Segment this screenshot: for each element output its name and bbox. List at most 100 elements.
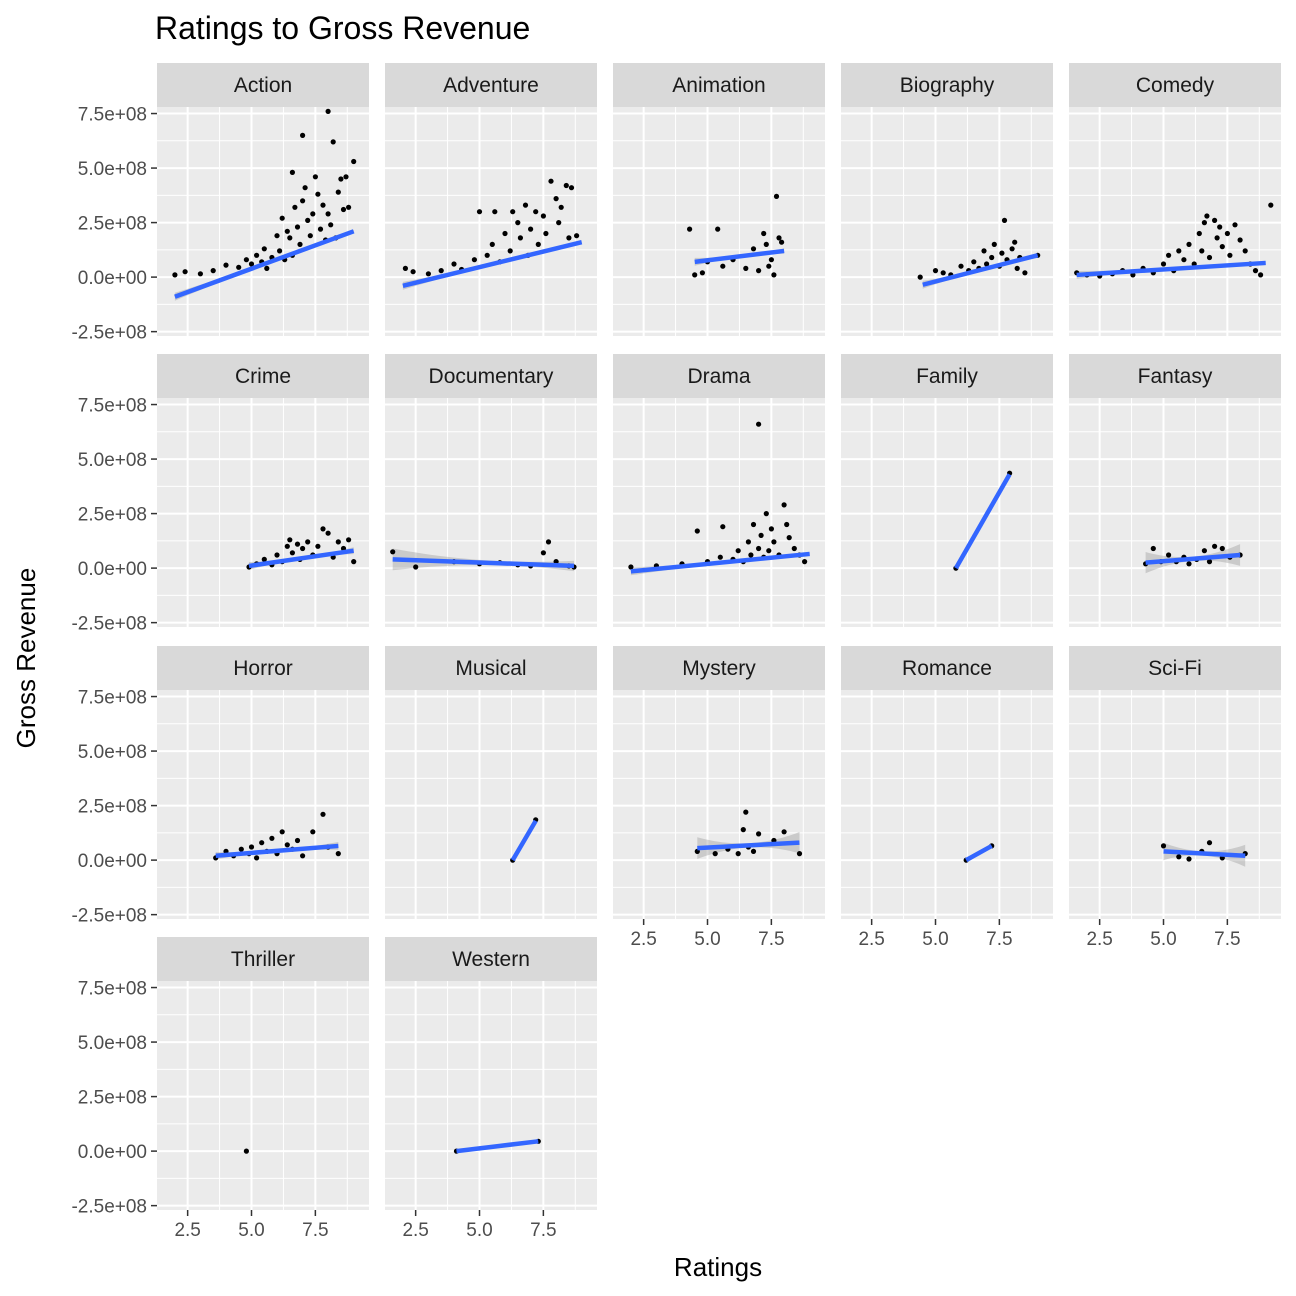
data-point	[1201, 220, 1207, 226]
data-point	[761, 230, 767, 237]
data-point	[543, 230, 549, 237]
data-point	[1176, 854, 1182, 860]
data-point	[743, 809, 749, 815]
data-point	[989, 254, 995, 261]
panel-background	[613, 398, 825, 627]
x-tick-label: 2.5	[630, 929, 656, 950]
data-point	[745, 539, 752, 545]
data-point	[1206, 559, 1213, 565]
data-point	[1201, 548, 1207, 554]
facet-strip-label: Biography	[900, 74, 995, 97]
data-point	[515, 220, 521, 226]
data-point	[320, 526, 326, 532]
data-point	[971, 259, 977, 265]
regression-line	[392, 557, 575, 569]
panel-data	[402, 178, 583, 290]
data-point	[1166, 252, 1172, 258]
x-tick-label: 2.5	[1086, 929, 1112, 950]
data-point	[802, 559, 808, 565]
y-tick-label: 2.5e+08	[78, 505, 147, 526]
regression-line	[402, 240, 583, 289]
data-point	[294, 541, 301, 547]
y-tick-label: -2.5e+08	[71, 1197, 147, 1218]
facet-strip-label: Family	[916, 365, 978, 388]
data-point	[545, 539, 552, 545]
facet-strip	[157, 646, 369, 690]
data-point	[932, 268, 939, 274]
data-point	[528, 226, 534, 232]
x-tick-label: 7.5	[758, 929, 784, 950]
data-point	[294, 837, 301, 844]
x-tick-label: 5.0	[922, 929, 948, 950]
x-tick-label: 5.0	[1150, 929, 1176, 950]
facet-strip-label: Fantasy	[1138, 365, 1213, 388]
data-point	[346, 537, 352, 543]
data-point	[533, 209, 539, 215]
facet-fantasy: Fantasy	[1069, 354, 1281, 627]
data-point	[735, 851, 741, 857]
x-tick-label: 7.5	[530, 1220, 556, 1241]
y-axis-title: Gross Revenue	[11, 568, 41, 749]
data-point	[284, 842, 290, 848]
facet-strip-label: Documentary	[429, 365, 554, 388]
panel-data	[1143, 543, 1243, 574]
data-point	[1237, 237, 1243, 243]
data-point	[771, 539, 777, 545]
facet-thriller: Thriller -2.5e+08 0.0e+00 2.5e+08 5.0e+08 7.5…	[71, 937, 369, 1241]
facet-mystery: Mystery 2.5 5.0 7.5	[613, 646, 825, 950]
data-point	[699, 270, 706, 276]
panel-background	[157, 107, 369, 336]
data-point	[781, 829, 787, 835]
data-point	[302, 185, 308, 191]
data-point	[748, 552, 754, 558]
facet-strip	[1069, 63, 1281, 107]
data-point	[289, 169, 295, 175]
y-tick-label: 5.0e+08	[78, 1033, 147, 1054]
facet-strip-label: Animation	[672, 74, 765, 97]
data-point	[1160, 843, 1167, 849]
data-point	[243, 1148, 249, 1154]
facet-strip-label: Sci-Fi	[1148, 657, 1202, 680]
data-point	[1252, 268, 1259, 274]
facet-strip	[613, 646, 825, 690]
facet-strip	[841, 354, 1053, 398]
data-point	[476, 209, 483, 215]
data-point	[1186, 241, 1192, 247]
data-point	[1242, 248, 1248, 254]
panel-data	[687, 193, 785, 278]
data-point	[1227, 252, 1233, 258]
panel-background	[613, 107, 825, 336]
panel-background	[613, 690, 825, 919]
data-point	[522, 202, 529, 208]
facet-panels: Action -2.5e+08 0.0e+00 2.5e+08 5.0e+08 7.5e+…	[71, 63, 1281, 1241]
panel-data	[1160, 840, 1248, 867]
facet-strip	[157, 354, 369, 398]
y-tick-label: 0.0e+00	[78, 268, 147, 289]
panel-background	[157, 981, 369, 1210]
data-point	[425, 271, 431, 277]
facet-strip	[385, 354, 597, 398]
data-point	[758, 532, 764, 539]
data-point	[958, 263, 964, 269]
data-point	[991, 241, 997, 247]
regression-line	[922, 253, 1039, 287]
data-point	[300, 545, 306, 552]
panel-data	[917, 217, 1041, 289]
data-point	[553, 196, 559, 202]
facet-strip-label: Romance	[902, 657, 992, 680]
data-point	[784, 521, 790, 528]
x-tick-label: 2.5	[858, 929, 884, 950]
data-point	[687, 226, 693, 232]
data-point	[471, 257, 477, 263]
data-point	[779, 239, 785, 245]
data-point	[1224, 230, 1230, 237]
data-point	[1219, 244, 1225, 250]
data-point	[489, 241, 495, 247]
x-tick-label: 2.5	[174, 1220, 200, 1241]
data-point	[236, 264, 242, 270]
panel-background	[841, 690, 1053, 919]
data-point	[172, 272, 178, 278]
data-point	[517, 235, 524, 241]
facet-strip-label: Horror	[233, 657, 293, 680]
